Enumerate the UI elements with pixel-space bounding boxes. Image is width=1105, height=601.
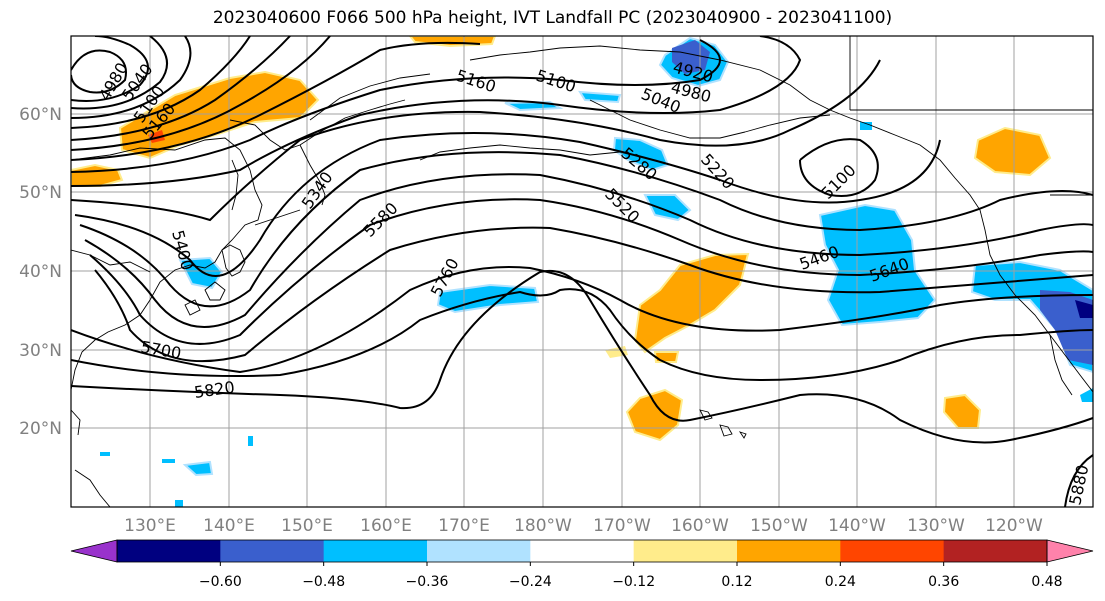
lat-label: 60°N bbox=[19, 105, 62, 125]
colorbar-cell bbox=[633, 540, 738, 562]
map-title: 2023040600 F066 500 hPa height, IVT Land… bbox=[212, 8, 893, 28]
lat-label: 30°N bbox=[19, 341, 62, 361]
colorbar-cell bbox=[943, 540, 1048, 562]
colorbar-tick-label: −0.60 bbox=[199, 574, 242, 590]
colorbar-cell bbox=[323, 540, 428, 562]
colorbar-tick-label: −0.48 bbox=[302, 574, 345, 590]
coastlines bbox=[71, 36, 1093, 507]
positive-anomaly-shading bbox=[71, 36, 1052, 442]
lon-label: 170°W bbox=[593, 516, 651, 536]
lat-label: 40°N bbox=[19, 262, 62, 282]
lon-label: 130°E bbox=[124, 516, 176, 536]
colorbar-tick-label: 0.36 bbox=[928, 574, 959, 590]
map-frame bbox=[70, 35, 1094, 508]
colorbar: −0.60 −0.48 −0.36 −0.24 −0.12 0.12 0.24 0.36 0.4… bbox=[70, 539, 1094, 590]
colorbar-tick-label: −0.24 bbox=[509, 574, 552, 590]
colorbar-tick-label: −0.36 bbox=[406, 574, 449, 590]
lon-label: 130°W bbox=[907, 516, 965, 536]
lon-label: 160°W bbox=[671, 516, 729, 536]
latitude-labels: 60°N 50°N 40°N 30°N 20°N bbox=[19, 105, 62, 439]
colorbar-cell bbox=[220, 540, 325, 562]
colorbar-cell bbox=[117, 540, 221, 562]
lat-label: 20°N bbox=[19, 419, 62, 439]
colorbar-cell bbox=[530, 540, 635, 562]
lon-label: 150°W bbox=[750, 516, 808, 536]
longitude-labels: 130°E 140°E 150°E 160°E 170°E 180°W 170°… bbox=[124, 516, 1043, 536]
lon-label: 150°E bbox=[281, 516, 333, 536]
colorbar-extend-low bbox=[71, 540, 117, 562]
lat-label: 50°N bbox=[19, 183, 62, 203]
lon-label: 180°W bbox=[514, 516, 572, 536]
height-contours bbox=[71, 36, 1093, 507]
lon-label: 160°E bbox=[360, 516, 412, 536]
colorbar-extend-high bbox=[1047, 540, 1093, 562]
colorbar-tick-label: −0.12 bbox=[612, 574, 655, 590]
colorbar-tick-label: 0.48 bbox=[1031, 574, 1062, 590]
colorbar-tick-label: 0.24 bbox=[825, 574, 856, 590]
colorbar-tick-label: 0.12 bbox=[721, 574, 752, 590]
colorbar-cell bbox=[737, 540, 841, 562]
lon-label: 170°E bbox=[438, 516, 490, 536]
lon-label: 140°E bbox=[203, 516, 255, 536]
lon-label: 140°W bbox=[828, 516, 886, 536]
colorbar-cell bbox=[427, 540, 531, 562]
lon-label: 120°W bbox=[985, 516, 1043, 536]
colorbar-cell bbox=[840, 540, 945, 562]
